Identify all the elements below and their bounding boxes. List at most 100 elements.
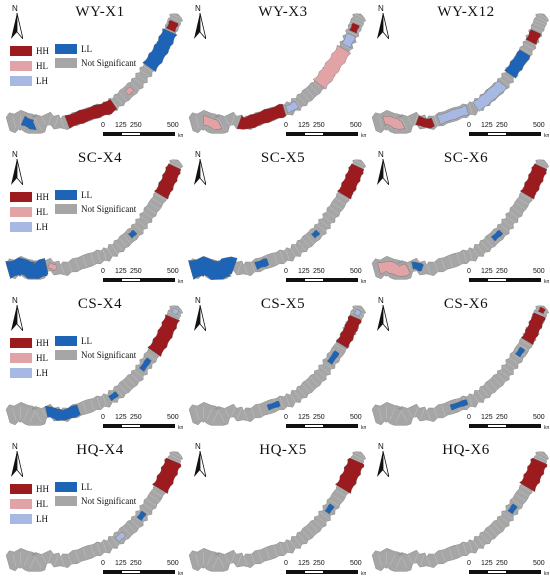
legend-label: HL [36, 499, 48, 509]
cluster-ll [44, 404, 81, 421]
scale-unit: km [544, 425, 549, 431]
district-boundary [297, 533, 307, 543]
district-boundary [301, 383, 311, 394]
district-boundary [433, 115, 439, 127]
district-boundary [293, 536, 302, 547]
map-panel-hq-x4: HQ-X4 N HH HL LH LL Not Significant [0, 438, 183, 584]
district-boundary [293, 390, 302, 401]
district-boundary [305, 234, 315, 244]
scale-tick: 250 [313, 268, 325, 275]
cluster-ll [324, 503, 335, 515]
district-boundary [130, 81, 140, 91]
district-boundary [401, 118, 408, 130]
cluster-ll [504, 49, 531, 79]
scale-tick: 0 [284, 414, 288, 421]
district-boundary [502, 365, 513, 374]
scale-tick: 125 [481, 414, 493, 421]
legend: HH HL LH LL Not Significant [10, 186, 180, 232]
cluster-hh [64, 99, 118, 129]
cluster-ll [188, 256, 238, 280]
district-boundary [407, 261, 414, 273]
district-boundary [346, 30, 358, 36]
scale-tick: 250 [313, 414, 325, 421]
district-boundary [448, 255, 453, 268]
region-base [188, 451, 366, 572]
scale-unit: km [178, 279, 183, 285]
legend-item-not-significant: Not Significant [55, 350, 136, 360]
scale-bar-graphic [103, 278, 175, 282]
legend-label: LH [36, 514, 48, 524]
legend-swatch [10, 499, 32, 509]
legend-swatch [55, 496, 77, 506]
legend-label: HH [36, 484, 49, 494]
district-boundary [492, 522, 502, 533]
legend-swatch [55, 44, 77, 54]
district-boundary [352, 454, 364, 461]
scale-tick: 125 [115, 560, 127, 567]
district-boundary [273, 545, 278, 557]
scale-unit: km [544, 571, 549, 577]
district-boundary [171, 159, 183, 166]
scale-tick: 250 [130, 414, 142, 421]
district-boundary [133, 516, 144, 524]
scale-tick: 250 [496, 560, 508, 567]
district-boundary [472, 539, 480, 550]
cluster-ll [138, 357, 152, 372]
north-label: N [12, 296, 18, 305]
legend-swatch [10, 338, 32, 348]
district-boundary [420, 408, 425, 420]
scale-tick: 0 [467, 268, 471, 275]
district-boundary [243, 556, 249, 568]
map-panel-cs-x4: CS-X4 N HH HL LH LL Not Significant [0, 292, 183, 438]
legend-swatch [10, 46, 32, 56]
cluster-hl [47, 262, 58, 271]
cluster-hh [335, 315, 362, 349]
legend-swatch [10, 207, 32, 217]
map-panel-hq-x5: HQ-X5 N 0 125 250 500 km [183, 438, 366, 584]
legend-label: HL [36, 61, 48, 71]
district-boundary [499, 516, 510, 524]
cluster-lh [353, 309, 362, 317]
district-boundary [23, 408, 30, 420]
region-map [5, 305, 183, 426]
legend-item-hl: HL [10, 499, 48, 509]
panel-title: CS-X6 [443, 296, 489, 312]
district-boundary [114, 241, 124, 251]
region-map [5, 13, 183, 134]
cluster-lh [472, 80, 507, 112]
district-boundary [218, 556, 225, 568]
district-boundary [337, 193, 349, 201]
scale-bar: 0 125 250 500 km [465, 122, 549, 142]
north-arrow-icon [11, 13, 23, 39]
district-boundary [335, 344, 346, 351]
district-boundary [322, 361, 333, 370]
north-arrow: N [9, 4, 25, 40]
scale-unit: km [544, 133, 549, 139]
map-panel-wy-x12: WY-X12 N 0 125 250 500 km [366, 0, 549, 146]
cluster-lh [285, 101, 299, 114]
scale-tick: 125 [481, 268, 493, 275]
scale-tick: 500 [167, 268, 179, 275]
scale-tick: 0 [101, 560, 105, 567]
district-boundary [488, 526, 498, 536]
district-boundary [12, 408, 17, 421]
district-boundary [351, 19, 363, 25]
district-boundary [537, 159, 549, 166]
north-arrow: N [375, 442, 391, 478]
scale-bar: 0 125 250 500 km [465, 414, 549, 434]
cluster-lh [341, 33, 356, 49]
legend-label: HH [36, 46, 49, 56]
district-boundary [534, 311, 546, 317]
scale-ticks: 0 125 250 500 [99, 268, 179, 278]
legend-item-ll: LL [55, 482, 92, 492]
district-boundary [354, 451, 366, 458]
district-boundary [60, 556, 66, 568]
scale-tick: 125 [481, 560, 493, 567]
cluster-hh [336, 163, 364, 200]
district-boundary [448, 547, 453, 560]
district-boundary [476, 244, 485, 255]
district-boundary [533, 23, 545, 29]
cluster-hh [519, 163, 547, 200]
district-boundary [335, 198, 346, 205]
district-boundary [534, 19, 546, 25]
